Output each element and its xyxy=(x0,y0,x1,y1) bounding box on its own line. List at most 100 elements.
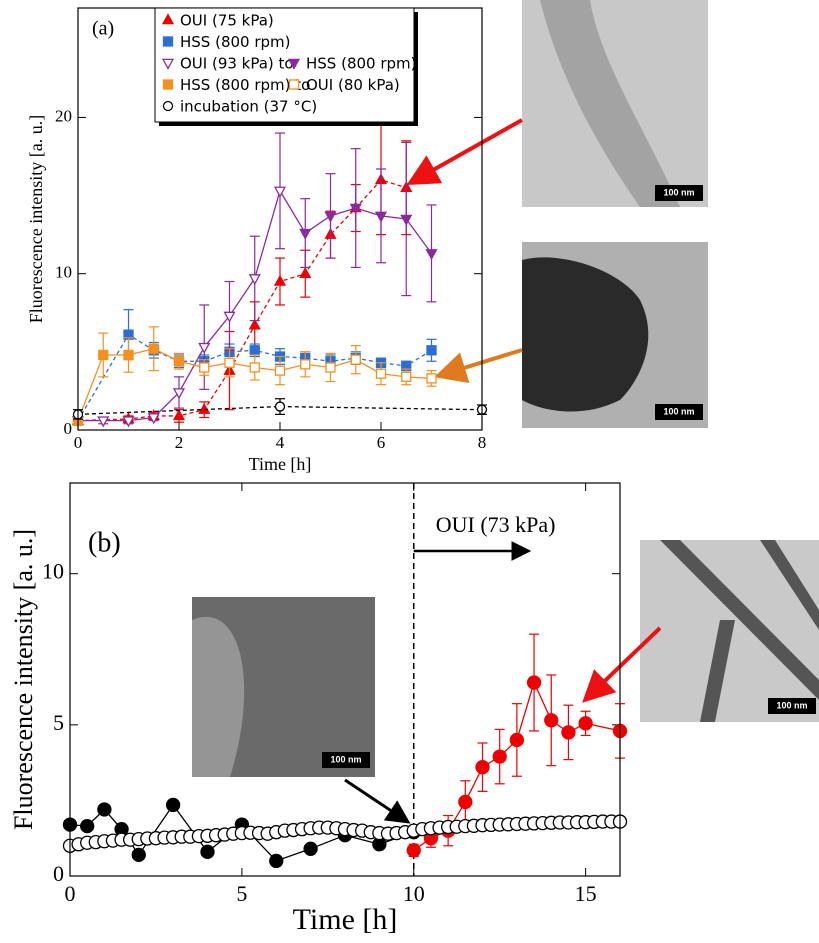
data-point xyxy=(375,368,387,379)
y-axis-label: Fluorescence intensity [a. u.] xyxy=(26,115,46,323)
data-point xyxy=(198,342,211,354)
data-point xyxy=(147,413,160,425)
data-point xyxy=(458,794,473,810)
plot: 0 5 10 0 5 10 15 Time [h] Fluorescence intensity… xyxy=(9,482,628,936)
data-point xyxy=(274,365,286,376)
legend-label: OUI (80 kPa) xyxy=(306,76,400,94)
data-point xyxy=(400,214,413,226)
data-point xyxy=(165,797,181,813)
data-point xyxy=(200,844,215,859)
data-point xyxy=(578,716,593,731)
data-point xyxy=(248,318,261,330)
data-point xyxy=(426,345,437,356)
x-tick-label: 8 xyxy=(478,433,487,452)
data-point xyxy=(131,847,146,862)
data-point xyxy=(97,802,112,817)
micrograph: 100 nm xyxy=(640,540,819,722)
x-tick-label: 10 xyxy=(403,881,425,906)
legend-marker xyxy=(162,36,174,47)
x-tick-label: 15 xyxy=(575,881,597,906)
data-point xyxy=(425,249,438,261)
series-line xyxy=(77,405,483,416)
data-point xyxy=(475,760,490,775)
data-point xyxy=(374,211,388,223)
series-line xyxy=(77,179,407,422)
legend-label: HSS (800 rpm) to xyxy=(180,76,310,94)
legend-marker xyxy=(162,79,174,90)
y-tick-label: 20 xyxy=(55,106,72,125)
legend-label: incubation (37 °C) xyxy=(180,98,317,116)
data-point xyxy=(224,357,235,368)
data-point xyxy=(248,274,261,286)
scale-label: 100 nm xyxy=(330,754,361,764)
legend-marker xyxy=(161,58,175,70)
data-point xyxy=(325,362,336,373)
series-line xyxy=(304,207,433,254)
micrograph: 100 nm xyxy=(522,242,708,428)
data-point xyxy=(401,371,412,383)
data-point xyxy=(526,675,542,690)
data-point xyxy=(426,373,437,384)
data-point xyxy=(303,841,318,856)
data-point xyxy=(324,211,337,223)
data-point xyxy=(249,345,260,356)
plot: 0 10 20 0 2 4 6 8 Time [h] Fluorescence intensity… xyxy=(26,7,488,474)
micrograph: 100 nm xyxy=(522,0,708,207)
data-point xyxy=(300,359,311,370)
legend-label: HSS (800 rpm) xyxy=(306,55,417,73)
data-point xyxy=(350,354,361,365)
scale-label: 100 nm xyxy=(663,187,694,197)
micrograph: 100 nm xyxy=(192,597,375,777)
legend-label: OUI (75 kPa) xyxy=(180,12,274,30)
x-axis-label: Time [h] xyxy=(293,903,398,936)
x-tick-label: 6 xyxy=(377,433,386,452)
data-point xyxy=(172,388,186,400)
x-tick-label: 0 xyxy=(65,881,76,906)
data-point xyxy=(97,416,110,428)
legend: OUI (75 kPa) HSS (800 rpm) OUI (93 kPa) to… xyxy=(154,7,418,126)
annotation: OUI (73 kPa) xyxy=(436,512,556,537)
y-tick-label: 10 xyxy=(55,263,72,282)
y-tick-label: 10 xyxy=(42,559,64,584)
data-point xyxy=(492,749,507,764)
legend-label: HSS (800 rpm) xyxy=(180,33,291,51)
panel-label: (a) xyxy=(92,18,114,40)
data-point xyxy=(249,362,260,373)
data-point xyxy=(172,409,186,421)
y-axis-label: Fluorescence intensity [a. u.] xyxy=(9,529,38,830)
data-point xyxy=(80,818,95,834)
panel-label: (b) xyxy=(88,527,121,558)
legend-marker xyxy=(161,13,175,25)
data-point xyxy=(269,853,284,869)
legend-marker xyxy=(162,100,174,112)
legend-box xyxy=(154,7,415,123)
data-point xyxy=(173,356,185,367)
arrow xyxy=(406,118,523,185)
data-point xyxy=(299,266,312,278)
x-tick-label: 2 xyxy=(175,433,184,452)
series-line xyxy=(204,358,432,380)
y-tick-label: 0 xyxy=(53,861,64,886)
data-point xyxy=(123,349,134,361)
x-tick-label: 4 xyxy=(276,433,285,452)
plot-frame xyxy=(69,482,621,877)
x-axis-label: Time [h] xyxy=(249,454,312,474)
arrow xyxy=(344,778,411,824)
data-point xyxy=(509,732,525,748)
arrow xyxy=(434,348,523,384)
arrow xyxy=(582,626,662,703)
data-point xyxy=(199,362,210,373)
data-point xyxy=(544,713,559,728)
legend-label: OUI (93 kPa) to xyxy=(180,55,294,73)
data-point xyxy=(273,274,287,286)
data-point xyxy=(349,203,362,215)
data-point xyxy=(299,228,312,240)
y-tick-label: 5 xyxy=(53,710,64,735)
data-point xyxy=(98,349,109,361)
series-connector xyxy=(279,190,306,234)
data-point xyxy=(274,401,286,412)
legend-marker xyxy=(287,58,301,70)
data-point xyxy=(122,416,135,428)
